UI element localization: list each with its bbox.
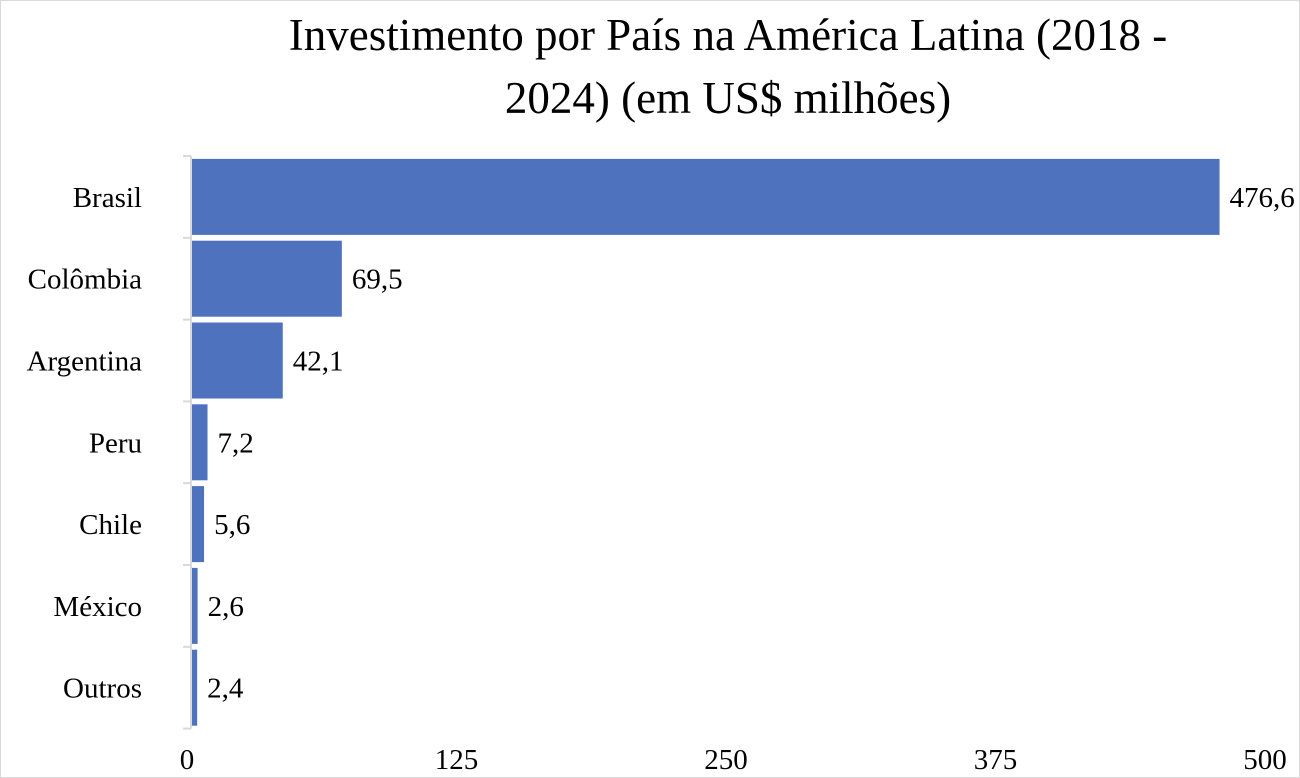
- bars: [192, 158, 1220, 726]
- chart-title-line-2: 2024) (em US$ milhões): [505, 73, 951, 123]
- bar-5: [192, 567, 198, 644]
- category-axis: [183, 155, 192, 730]
- category-label-4: Chile: [79, 509, 142, 541]
- bar-3: [192, 404, 208, 481]
- value-label-0: 476,6: [1230, 182, 1295, 214]
- category-label-6: Outros: [63, 673, 142, 705]
- x-tick-label-4: 500: [1243, 744, 1287, 776]
- bar-6: [192, 649, 198, 726]
- x-tick-labels: 0 125 250 375 500: [180, 744, 1287, 776]
- category-label-1: Colômbia: [28, 264, 143, 296]
- bar-2: [192, 322, 283, 399]
- value-labels: 476,6 69,5 42,1 7,2 5,6 2,6 2,4: [207, 182, 1295, 705]
- chart-title: Investimento por País na América Latina …: [289, 10, 1168, 123]
- value-label-3: 7,2: [218, 427, 254, 459]
- value-label-4: 5,6: [214, 509, 250, 541]
- value-label-1: 69,5: [352, 264, 403, 296]
- value-label-2: 42,1: [293, 346, 344, 378]
- bar-4: [192, 486, 205, 563]
- category-label-5: México: [53, 591, 142, 623]
- value-label-5: 2,6: [208, 591, 244, 623]
- bar-1: [192, 240, 342, 317]
- category-label-2: Argentina: [27, 346, 143, 378]
- value-label-6: 2,4: [207, 673, 244, 705]
- category-label-0: Brasil: [73, 182, 142, 214]
- x-tick-label-0: 0: [180, 744, 195, 776]
- x-tick-label-3: 375: [974, 744, 1018, 776]
- x-tick-label-2: 250: [704, 744, 748, 776]
- x-tick-label-1: 125: [435, 744, 479, 776]
- category-labels: Brasil Colômbia Argentina Peru Chile México Ou…: [27, 182, 143, 705]
- bar-0: [192, 158, 1220, 235]
- category-label-3: Peru: [89, 427, 142, 459]
- chart-title-line-1: Investimento por País na América Latina …: [289, 10, 1168, 60]
